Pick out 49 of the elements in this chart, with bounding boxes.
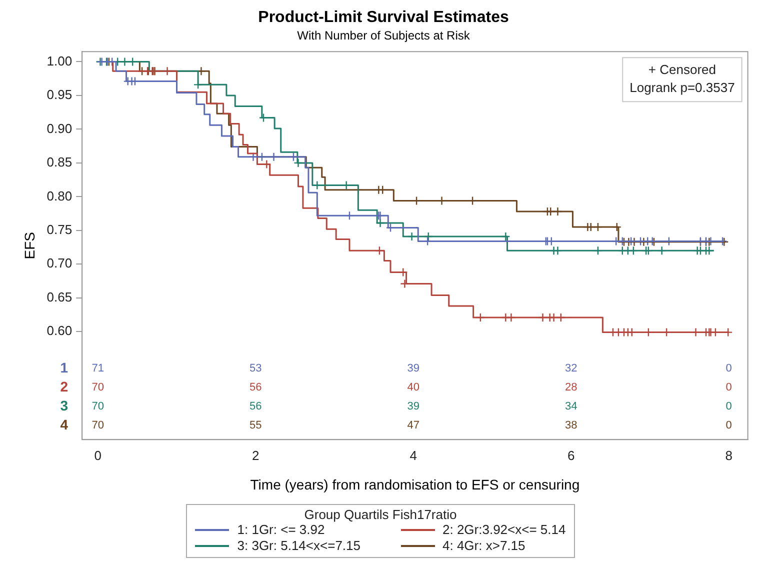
y-tick-label: 0.80 <box>46 188 72 204</box>
annotation: Logrank p=0.3537 <box>630 80 735 96</box>
annotation: 0 <box>726 400 732 413</box>
text: 2 <box>60 378 68 394</box>
x-tick-label: 8 <box>725 448 732 463</box>
annotation: 71 <box>92 362 104 375</box>
x-axis-title: Time (years) from randomisation to EFS or censuring <box>250 476 580 492</box>
legend-title: Group Quartils Fish17ratio <box>303 507 458 522</box>
y-tick-label: 1.00 <box>46 53 72 68</box>
y-tick-label: 0.85 <box>46 154 72 170</box>
x-tick-label: 2 <box>252 448 260 463</box>
x-tick-label: 4 <box>410 448 417 463</box>
chart-subtitle: With Number of Subjects at Risk <box>297 28 471 43</box>
annotation: 56 <box>250 400 262 413</box>
annotation: 56 <box>250 382 262 394</box>
chart-title: Product-Limit Survival Estimates <box>258 9 509 26</box>
annotation: 39 <box>407 400 420 413</box>
x-tick-label: 0 <box>94 448 102 463</box>
annotation: 0 <box>726 362 732 375</box>
legend-label: 2: 2Gr:3.92<x<= 5.14 <box>442 522 566 537</box>
legend-label: 3: 3Gr: 5.14<x<=7.15 <box>237 538 360 553</box>
annotation: 39 <box>407 362 420 375</box>
annotation: 0 <box>726 420 732 432</box>
annotation: 70 <box>92 382 104 394</box>
annotation: 28 <box>564 382 578 394</box>
annotation: + Censored <box>648 62 716 78</box>
x-tick-label: 6 <box>568 448 575 463</box>
annotation: 40 <box>407 382 420 394</box>
annotation: 53 <box>250 362 262 375</box>
legend-label: 1: 1Gr: <= 3.92 <box>237 522 325 537</box>
annotation: 32 <box>564 362 578 375</box>
annotation: 0 <box>726 382 732 394</box>
y-axis-title: EFS <box>21 232 38 260</box>
y-tick-label: 0.95 <box>46 87 72 102</box>
annotation: 70 <box>92 420 104 432</box>
y-tick-label: 0.65 <box>46 289 72 304</box>
y-tick-label: 0.60 <box>46 323 72 338</box>
y-tick-label: 0.70 <box>46 256 72 271</box>
text: 1 <box>60 359 68 376</box>
annotation: 70 <box>92 400 104 413</box>
annotation: 38 <box>564 420 578 432</box>
legend-label: 4: 4Gr: x>7.15 <box>442 538 526 553</box>
text: 3 <box>60 397 68 414</box>
y-tick-label: 0.90 <box>46 120 72 136</box>
text: 4 <box>60 416 68 432</box>
annotation: 34 <box>564 400 578 413</box>
annotation: 47 <box>407 420 420 432</box>
y-tick-label: 0.75 <box>46 222 72 237</box>
annotation: 55 <box>250 420 262 432</box>
